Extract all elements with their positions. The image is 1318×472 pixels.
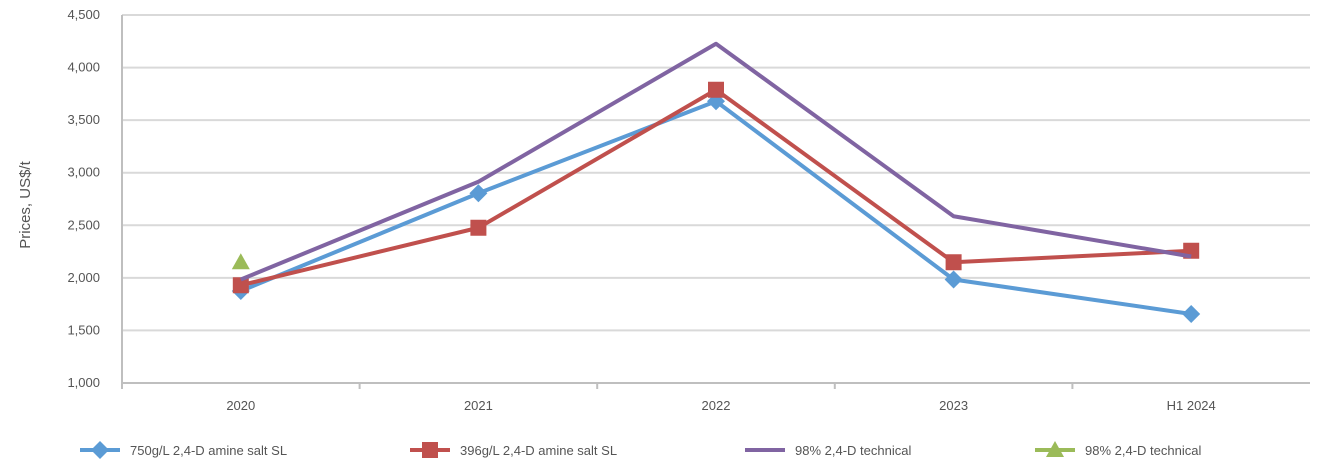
data-point — [945, 254, 962, 271]
data-point — [470, 219, 487, 236]
legend-layer: 750g/L 2,4-D amine salt SL 396g/L 2,4-D a… — [80, 441, 1201, 459]
axis-layer: 1,000 1,500 2,000 2,500 3,000 3,500 4,000 4,500… — [67, 7, 1310, 413]
series-line — [240, 41, 1192, 282]
data-point — [944, 270, 963, 289]
data-point — [1182, 305, 1201, 323]
x-tick-label: 2023 — [939, 398, 968, 413]
series-line — [240, 99, 1192, 316]
y-tick-label: 3,000 — [67, 165, 100, 180]
legend-item: 750g/L 2,4-D amine salt SL — [80, 441, 287, 459]
y-tick-label: 4,500 — [67, 7, 100, 22]
data-point — [232, 277, 249, 294]
y-tick-label: 3,500 — [67, 112, 100, 127]
legend-label: 98% 2,4-D technical — [1085, 443, 1201, 458]
data-point — [708, 81, 724, 98]
y-tick-label: 4,000 — [67, 60, 100, 75]
series-line — [240, 87, 1192, 288]
series-2 — [232, 81, 1200, 294]
legend-label: 396g/L 2,4-D amine salt SL — [460, 443, 617, 458]
grid-layer — [122, 14, 1310, 332]
legend-label: 750g/L 2,4-D amine salt SL — [130, 443, 287, 458]
x-tick-label: 2020 — [226, 398, 255, 413]
data-point — [231, 253, 250, 270]
legend-item: 98% 2,4-D technical — [1035, 441, 1201, 458]
y-tick-label: 2,500 — [67, 217, 100, 232]
y-tick-label: 1,000 — [67, 375, 100, 390]
y-tick-label: 2,000 — [67, 270, 100, 285]
legend-item: 396g/L 2,4-D amine salt SL — [410, 442, 617, 458]
data-point — [469, 184, 488, 203]
legend-label: 98% 2,4-D technical — [795, 443, 911, 458]
x-tick-label: 2021 — [464, 398, 493, 413]
x-tick-label: H1 2024 — [1167, 398, 1216, 413]
series-3 — [240, 41, 1192, 282]
y-axis-title: Prices, US$/t — [17, 160, 34, 248]
data-point — [422, 442, 438, 458]
legend-item: 98% 2,4-D technical — [745, 443, 911, 458]
data-point — [91, 441, 109, 459]
series-layer — [231, 41, 1201, 323]
data-point — [1046, 441, 1064, 457]
series-4 — [231, 253, 250, 270]
y-tick-label: 1,500 — [67, 322, 100, 337]
x-tick-label: 2022 — [702, 398, 731, 413]
series-1 — [231, 92, 1201, 323]
